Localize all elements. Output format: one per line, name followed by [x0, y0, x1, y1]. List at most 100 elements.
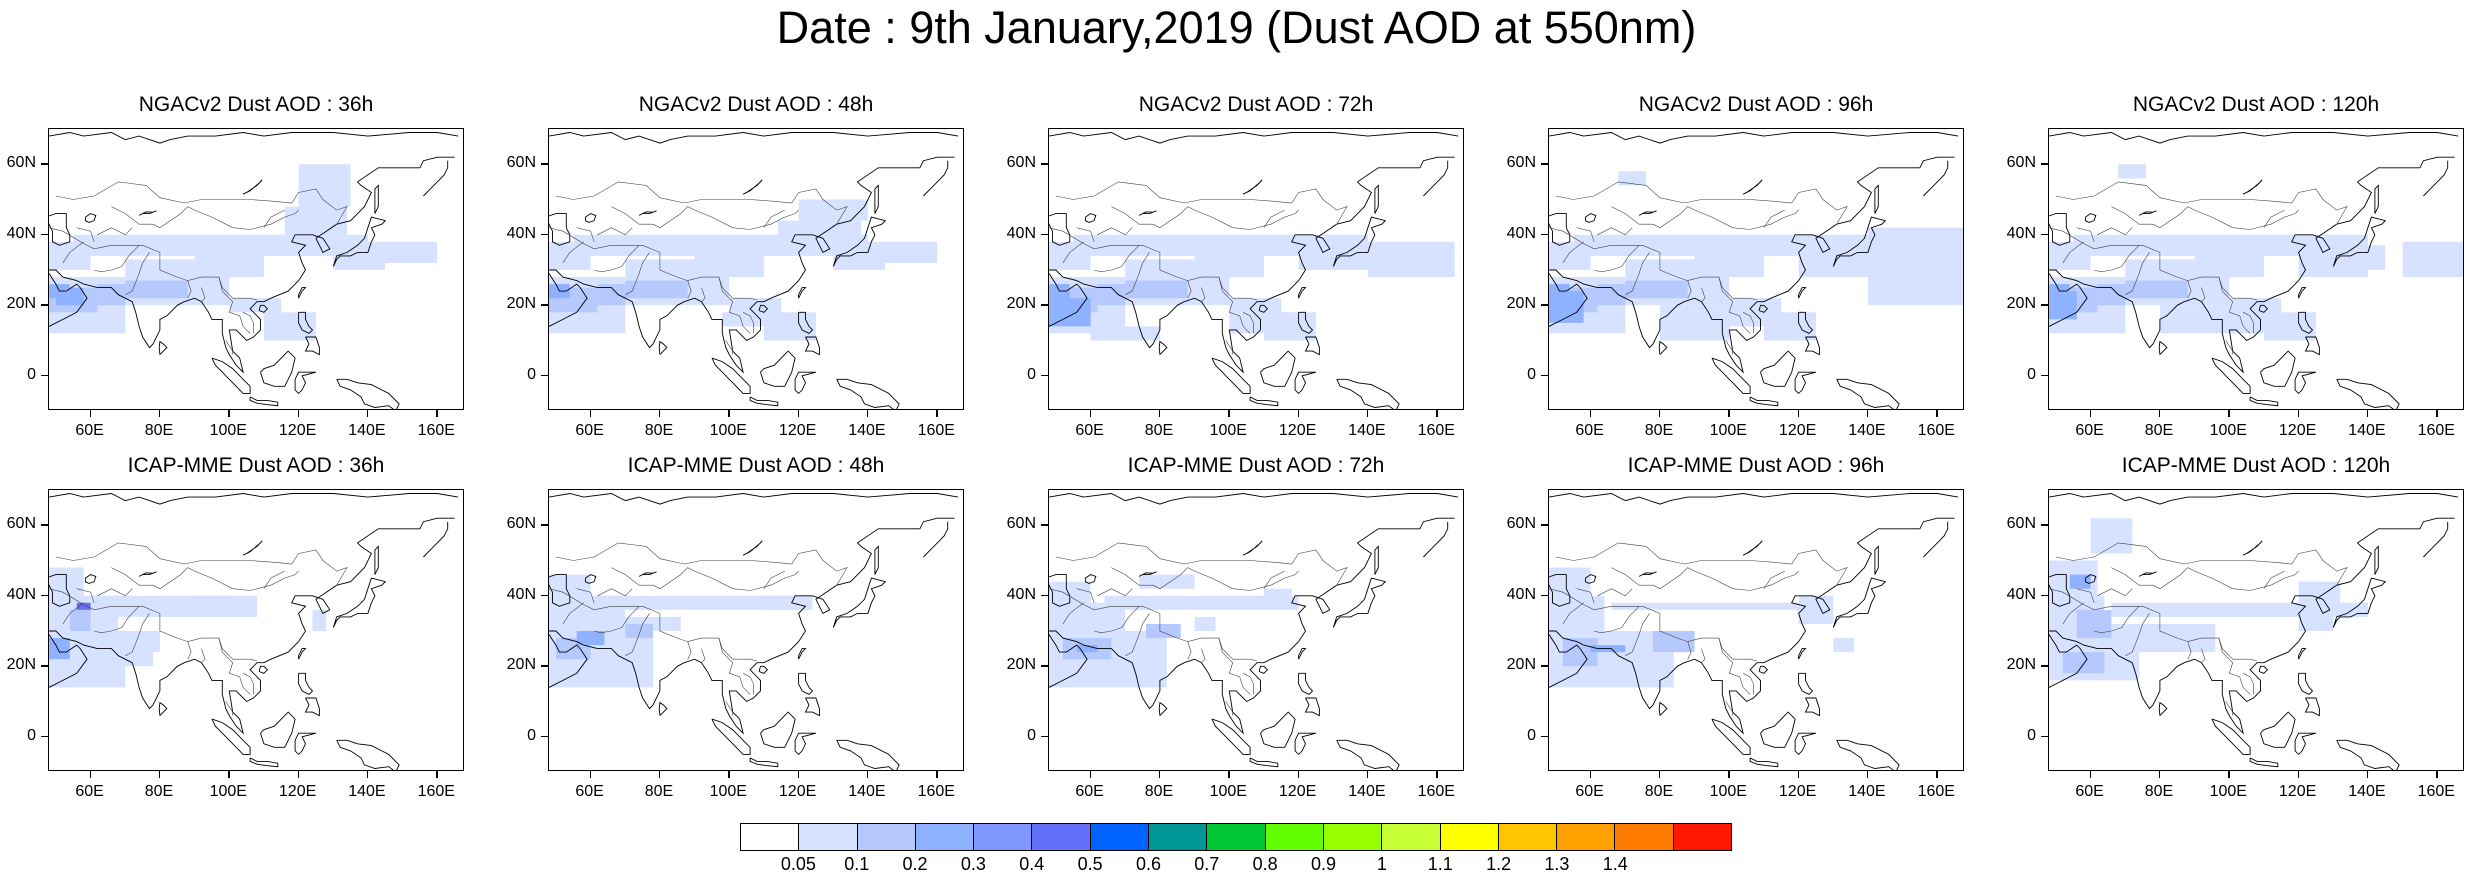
lon-tick [2089, 410, 2092, 417]
lat-tick-label: 60N [1506, 154, 1536, 172]
lat-tick-label: 60N [2006, 154, 2036, 172]
lon-tick-label: 60E [1075, 783, 1104, 800]
coastline [84, 574, 97, 584]
lon-tick-label: 60E [2075, 783, 2104, 800]
country-border [1718, 277, 1751, 334]
country-border [94, 245, 140, 273]
lat-tick-label: 40N [1006, 585, 1036, 603]
coastline [1298, 648, 1307, 660]
country-border [725, 340, 733, 355]
country-border [2263, 209, 2285, 228]
dust-aod-cell [97, 284, 126, 306]
country-border [1555, 181, 1848, 227]
country-border [2218, 638, 2251, 695]
country-border [1701, 648, 1706, 663]
lat-tick-label: 40N [2006, 585, 2036, 603]
lon-tick [866, 410, 869, 417]
lat-tick [541, 524, 548, 526]
coastline [923, 521, 949, 558]
country-border [2055, 542, 2348, 588]
country-border [1242, 312, 1254, 334]
country-border [625, 252, 650, 295]
lon-tick-label: 80E [2144, 783, 2174, 800]
coastline [1798, 311, 1814, 334]
coastline [2242, 179, 2263, 195]
dust-aod-cell [49, 638, 70, 660]
lat-tick [541, 304, 548, 306]
aod-colorbar [740, 823, 1732, 851]
country-border [1597, 227, 1633, 236]
country-border [2111, 567, 2161, 589]
coastline [549, 273, 588, 327]
lat-tick-label: 0 [1527, 365, 1536, 383]
colorbar-label: 1.4 [1602, 854, 1628, 874]
coastline [374, 184, 379, 214]
panel-title: NGACv2 Dust AOD : 48h [638, 93, 874, 116]
lat-tick [1041, 163, 1048, 165]
lon-tick-label: 120E [278, 422, 317, 439]
country-border [659, 206, 799, 230]
lat-tick [2041, 233, 2048, 236]
lon-tick [297, 410, 300, 417]
lat-tick-label: 0 [2027, 726, 2036, 744]
dust-aod-cell [1194, 255, 1264, 278]
coastline [2049, 213, 2071, 246]
dust-aod-cell [1125, 280, 1188, 299]
coastline [49, 132, 459, 144]
coastline [1549, 213, 1571, 246]
country-border [1225, 701, 1233, 716]
coastline [1711, 357, 1751, 394]
country-border [1076, 227, 1095, 242]
coastline [742, 540, 763, 556]
panel-title: ICAP-MME Dust AOD : 48h [627, 454, 885, 477]
country-border [2201, 648, 2206, 663]
country-border [97, 227, 133, 236]
country-border [1562, 241, 1584, 264]
colorbar-box [799, 824, 858, 850]
country-border [1159, 567, 1299, 591]
country-border [2159, 206, 2299, 230]
coastline [1258, 665, 1269, 674]
coastline [138, 571, 157, 577]
coastline [1298, 287, 1307, 299]
dust-aod-cell [125, 280, 188, 299]
country-border [687, 280, 692, 299]
lat-tick [1041, 524, 1048, 526]
dust-aod-cell [55, 287, 84, 306]
coastline [2294, 732, 2317, 756]
coastline [1249, 396, 1279, 407]
lon-tick-label: 140E [1848, 422, 1886, 439]
coastline [2423, 521, 2449, 558]
country-border [1611, 206, 1661, 228]
country-border [111, 206, 161, 228]
country-border [1218, 638, 1251, 695]
country-border [2062, 602, 2084, 625]
coastline [804, 336, 820, 356]
lat-tick [41, 374, 48, 377]
dust-aod-cell [1076, 645, 1098, 653]
lat-tick-label: 0 [527, 365, 536, 383]
lat-tick [41, 594, 48, 597]
lon-tick [1366, 771, 1369, 778]
coastline [2298, 287, 2307, 299]
coastline [2158, 701, 2168, 716]
dust-aod-cell [73, 234, 299, 256]
coastline [2260, 350, 2296, 387]
coastline [1711, 718, 1751, 755]
dust-aod-cell [2090, 518, 2133, 554]
country-border [1263, 209, 1285, 228]
colorbar-label: 0.5 [1077, 854, 1103, 874]
dust-aod-cell [2076, 609, 2112, 639]
country-border [263, 570, 285, 589]
lat-tick-label: 0 [2027, 365, 2036, 383]
country-border [218, 638, 251, 695]
lon-tick [436, 771, 438, 778]
lat-tick-label: 20N [506, 656, 536, 674]
country-border [242, 312, 254, 334]
coastline [798, 311, 814, 334]
country-border [742, 312, 754, 334]
country-border [187, 641, 192, 660]
country-border [625, 613, 650, 656]
coastline [1298, 672, 1314, 695]
lat-tick [1541, 233, 1548, 236]
